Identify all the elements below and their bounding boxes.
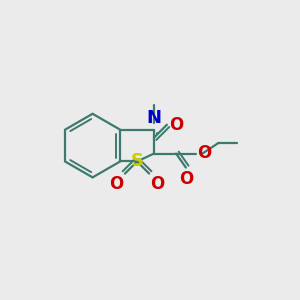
- Text: O: O: [197, 144, 211, 162]
- Text: O: O: [109, 175, 124, 193]
- Text: N: N: [146, 109, 161, 127]
- Text: O: O: [179, 170, 193, 188]
- Text: O: O: [151, 175, 165, 193]
- Text: S: S: [130, 152, 144, 170]
- Text: O: O: [169, 116, 184, 134]
